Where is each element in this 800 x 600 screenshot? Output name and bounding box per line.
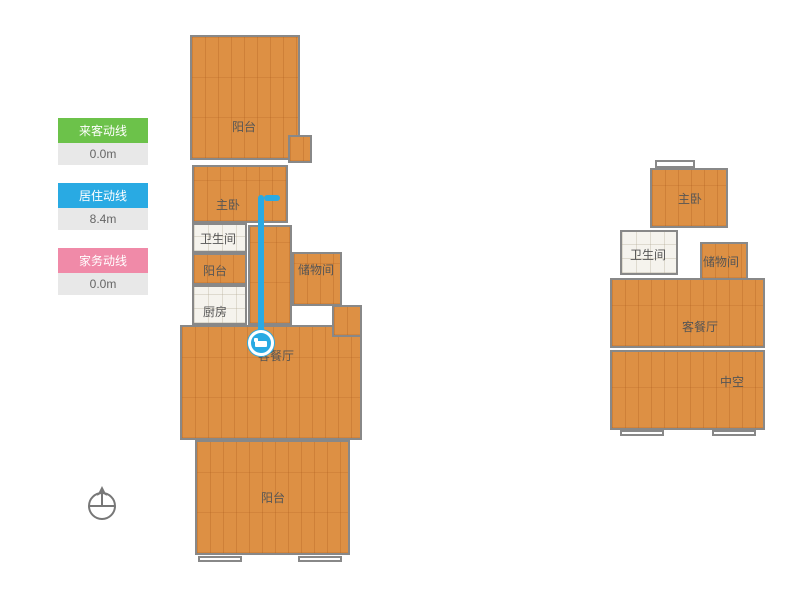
window [712, 430, 756, 436]
path-segment [258, 195, 264, 343]
room-balcony-small [192, 253, 247, 285]
room-living-upper [248, 225, 292, 325]
room-kitchen [192, 285, 247, 325]
room-balcony-notch [288, 135, 312, 163]
window [198, 556, 242, 562]
room-balcony-bottom [195, 440, 350, 555]
room-storage [292, 252, 342, 306]
room-master-bedroom [192, 165, 288, 223]
room-r-master [650, 168, 728, 228]
room-bathroom [192, 223, 247, 253]
path-segment [264, 195, 280, 201]
room-balcony-top [190, 35, 300, 160]
floorplan-canvas: 阳台主卧卫生间阳台储物间厨房客餐厅阳台主卧卫生间储物间客餐厅中空 [0, 0, 800, 600]
living-path-marker-icon [248, 330, 274, 356]
room-r-bathroom [620, 230, 678, 275]
room-side-block [332, 305, 362, 337]
room-r-atrium [610, 350, 765, 430]
room-r-storage [700, 242, 748, 280]
window [298, 556, 342, 562]
window [655, 160, 695, 168]
room-r-living [610, 278, 765, 348]
window [620, 430, 664, 436]
